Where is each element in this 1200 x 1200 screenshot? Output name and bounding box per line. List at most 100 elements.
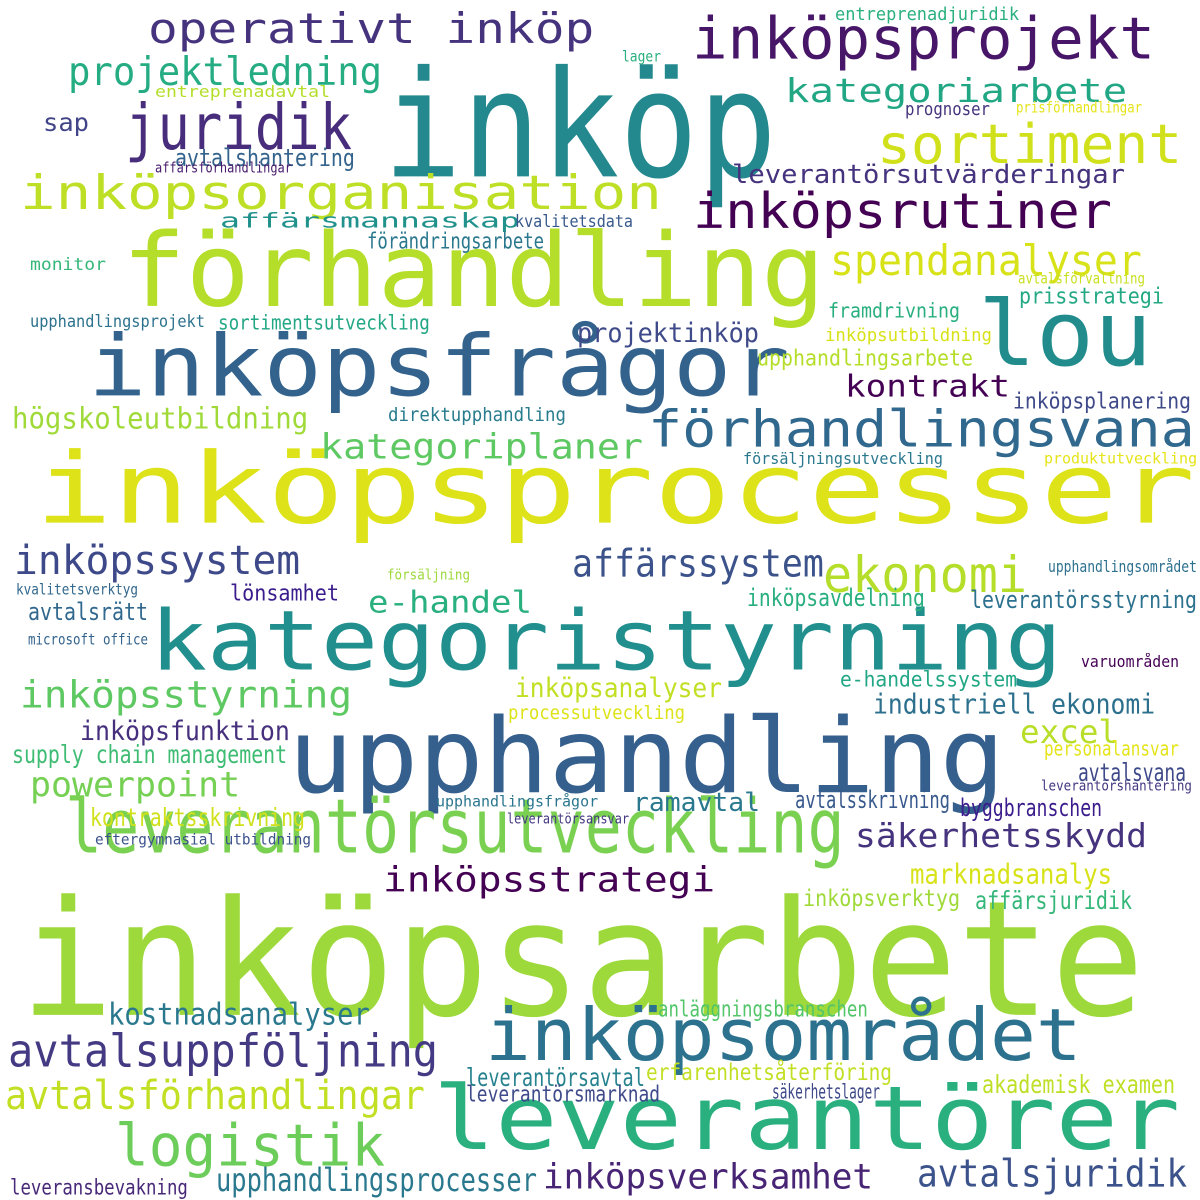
- word-forhandlingsvana: förhandlingsvana: [648, 399, 1195, 459]
- word-sap: sap: [43, 107, 90, 137]
- word-inkopsanalyser: inköpsanalyser: [515, 672, 722, 704]
- word-inkopsarbete: inköpsarbete: [20, 866, 1145, 1054]
- word-akademisk-examen: akademisk examen: [982, 1069, 1176, 1099]
- word-inkopsomradet: inköpsområdet: [485, 993, 1082, 1078]
- word-inkopsfragor: inköpsfrågor: [88, 317, 790, 417]
- word-inkopsfunktion: inköpsfunktion: [80, 715, 290, 747]
- word-avtalshantering: avtalshantering: [175, 143, 355, 173]
- word-kvalitetsverktyg: kvalitetsverktyg: [16, 581, 138, 599]
- word-leverantorsavtal: leverantörsavtal: [466, 1062, 645, 1092]
- word-entreprenadjuridik: entreprenadjuridik: [835, 3, 1020, 25]
- word-inkopsstrategi: inköpsstrategi: [383, 860, 716, 901]
- word-eftergymnasial-utbildning: eftergymnasial utbildning: [95, 831, 312, 849]
- word-kategoriplaner: kategoriplaner: [320, 427, 643, 468]
- word-produktutveckling: produktutveckling: [1044, 450, 1198, 468]
- word-sortimentsutveckling: sortimentsutveckling: [218, 312, 430, 335]
- word-sortiment: sortiment: [877, 112, 1183, 177]
- word-excel: excel: [1020, 713, 1119, 751]
- word-lou: lou: [978, 282, 1153, 387]
- word-kostnadsanalyser: kostnadsanalyser: [108, 997, 370, 1033]
- word-lonsamhet: lönsamhet: [230, 580, 339, 606]
- word-byggbranschen: byggbranschen: [960, 793, 1103, 823]
- word-leverantorshantering: leverantörshantering: [1041, 777, 1192, 794]
- word-upphandlingsprojekt: upphandlingsprojekt: [30, 311, 205, 332]
- word-leverantorsstyrning: leverantörsstyrning: [970, 585, 1197, 615]
- word-upphandlingsprocesser: upphandlingsprocesser: [216, 1161, 538, 1199]
- word-powerpoint: powerpoint: [30, 765, 241, 806]
- word-framdrivning: framdrivning: [828, 300, 960, 323]
- word-inkopsutbildning: inköpsutbildning: [825, 324, 992, 346]
- word-inkopsavdelning: inköpsavdelning: [747, 583, 925, 613]
- word-upphandlingsomradet: upphandlingsområdet: [1048, 558, 1197, 577]
- word-microsoft-office: microsoft office: [28, 631, 148, 649]
- word-kontrakt: kontrakt: [845, 369, 1011, 405]
- word-inkopsplanering: inköpsplanering: [1013, 388, 1191, 414]
- word-avtalsjuridik: avtalsjuridik: [917, 1151, 1188, 1196]
- word-e-handelssystem: e-handelssystem: [840, 667, 1018, 692]
- word-monitor: monitor: [30, 254, 106, 275]
- word-inkopsverksamhet: inköpsverksamhet: [543, 1157, 873, 1198]
- word-prisforhandlingar: prisförhandlingar: [1016, 99, 1143, 117]
- word-avtalsforhandlingar: avtalsförhandlingar: [5, 1071, 425, 1119]
- word-sakerhetsskydd: säkerhetsskydd: [855, 816, 1147, 855]
- word-forsaljning: försäljning: [387, 566, 471, 583]
- word-inkop: inköp: [383, 39, 777, 213]
- word-leverantorsansvar: leverantörsansvar: [507, 810, 630, 827]
- word-leverantorer: leverantörer: [433, 1067, 1181, 1170]
- word-affarsjuridik: affärsjuridik: [975, 885, 1133, 915]
- word-leverantorsmarknad: leverantörsmarknad: [466, 1081, 661, 1107]
- word-marknadsanalys: marknadsanalys: [910, 857, 1113, 891]
- word-processutveckling: processutveckling: [508, 702, 686, 725]
- word-anlaggningsbranschen: anläggningsbranschen: [658, 996, 868, 1022]
- word-leverantorsutvarderingar: leverantörsutvärderingar: [732, 159, 1126, 190]
- word-logistik: logistik: [115, 1111, 386, 1180]
- word-direktupphandling: direktupphandling: [388, 404, 566, 427]
- word-operativt-inkop: operativt inköp: [148, 4, 595, 54]
- word-kategoristyrning: kategoristyrning: [150, 592, 1062, 690]
- word-supply-chain-management: supply chain management: [12, 739, 288, 769]
- word-spendanalyser: spendanalyser: [830, 236, 1142, 286]
- word-avtalsvana: avtalsvana: [1078, 757, 1187, 787]
- word-ekonomi: ekonomi: [823, 545, 1028, 604]
- word-forsaljningsutveckling: försäljningsutveckling: [743, 450, 943, 469]
- word-prisstrategi: prisstrategi: [1019, 283, 1164, 309]
- word-projektinkop: projektinköp: [577, 317, 759, 349]
- word-forandringsarbete: förändringsarbete: [367, 228, 545, 254]
- word-industriell-ekonomi: industriell ekonomi: [873, 687, 1156, 721]
- word-leveransbevakning: leveransbevakning: [10, 1175, 188, 1200]
- word-personalansvar: personalansvar: [1044, 738, 1179, 761]
- word-inkopsrutiner: inköpsrutiner: [693, 183, 1112, 241]
- word-e-handel: e-handel: [368, 585, 533, 621]
- word-avtalsforvaltning: avtalsförvaltning: [1018, 270, 1145, 288]
- word-inkopsprojekt: inköpsprojekt: [692, 4, 1155, 73]
- word-affarssystem: affärssystem: [572, 541, 824, 586]
- word-kategoriarbete: kategoriarbete: [785, 71, 1128, 110]
- word-prognoser: prognoser: [905, 98, 990, 120]
- word-juridik: juridik: [125, 91, 353, 165]
- word-inkopsstyrning: inköpsstyrning: [20, 674, 353, 718]
- word-affarsforhandlingar: affärsförhandlingar: [155, 159, 292, 176]
- word-sakerhetslager: säkerhetslager: [772, 1081, 880, 1104]
- word-upphandlingsfragor: upphandlingsfrågor: [436, 793, 599, 811]
- word-inkopssystem: inköpssystem: [14, 536, 301, 584]
- word-ramavtal: ramavtal: [633, 787, 760, 818]
- word-affarsmannaskap: affärsmannaskap: [220, 210, 520, 233]
- word-hogskoleutbildning: högskoleutbildning: [12, 401, 309, 436]
- word-avtalsskrivning: avtalsskrivning: [795, 785, 951, 815]
- word-lager: lager: [622, 48, 662, 66]
- word-avtalsuppfoljning: avtalsuppföljning: [8, 1025, 439, 1078]
- word-upphandlingsarbete: upphandlingsarbete: [757, 345, 974, 371]
- word-upphandling: upphandling: [288, 696, 1005, 817]
- word-projektledning: projektledning: [68, 48, 383, 95]
- word-inkopsorganisation: inköpsorganisation: [20, 165, 662, 221]
- word-avtalsratt: avtalsrätt: [28, 597, 148, 627]
- word-kontraktsskrivning: kontraktsskrivning: [90, 802, 305, 832]
- word-erfarenhetsaterforing: erfarenhetsåterföring: [646, 1059, 893, 1087]
- word-varuomraden: varuområden: [1081, 653, 1180, 672]
- word-inkopsprocesser: inköpsprocesser: [35, 431, 1196, 547]
- word-leverantorsutveckling: leverantörsutveckling: [65, 783, 845, 871]
- word-inkopsverktyg: inköpsverktyg: [803, 885, 961, 913]
- word-entreprenadavtal: entreprenadavtal: [155, 83, 331, 102]
- word-forhandling: förhandling: [122, 211, 826, 331]
